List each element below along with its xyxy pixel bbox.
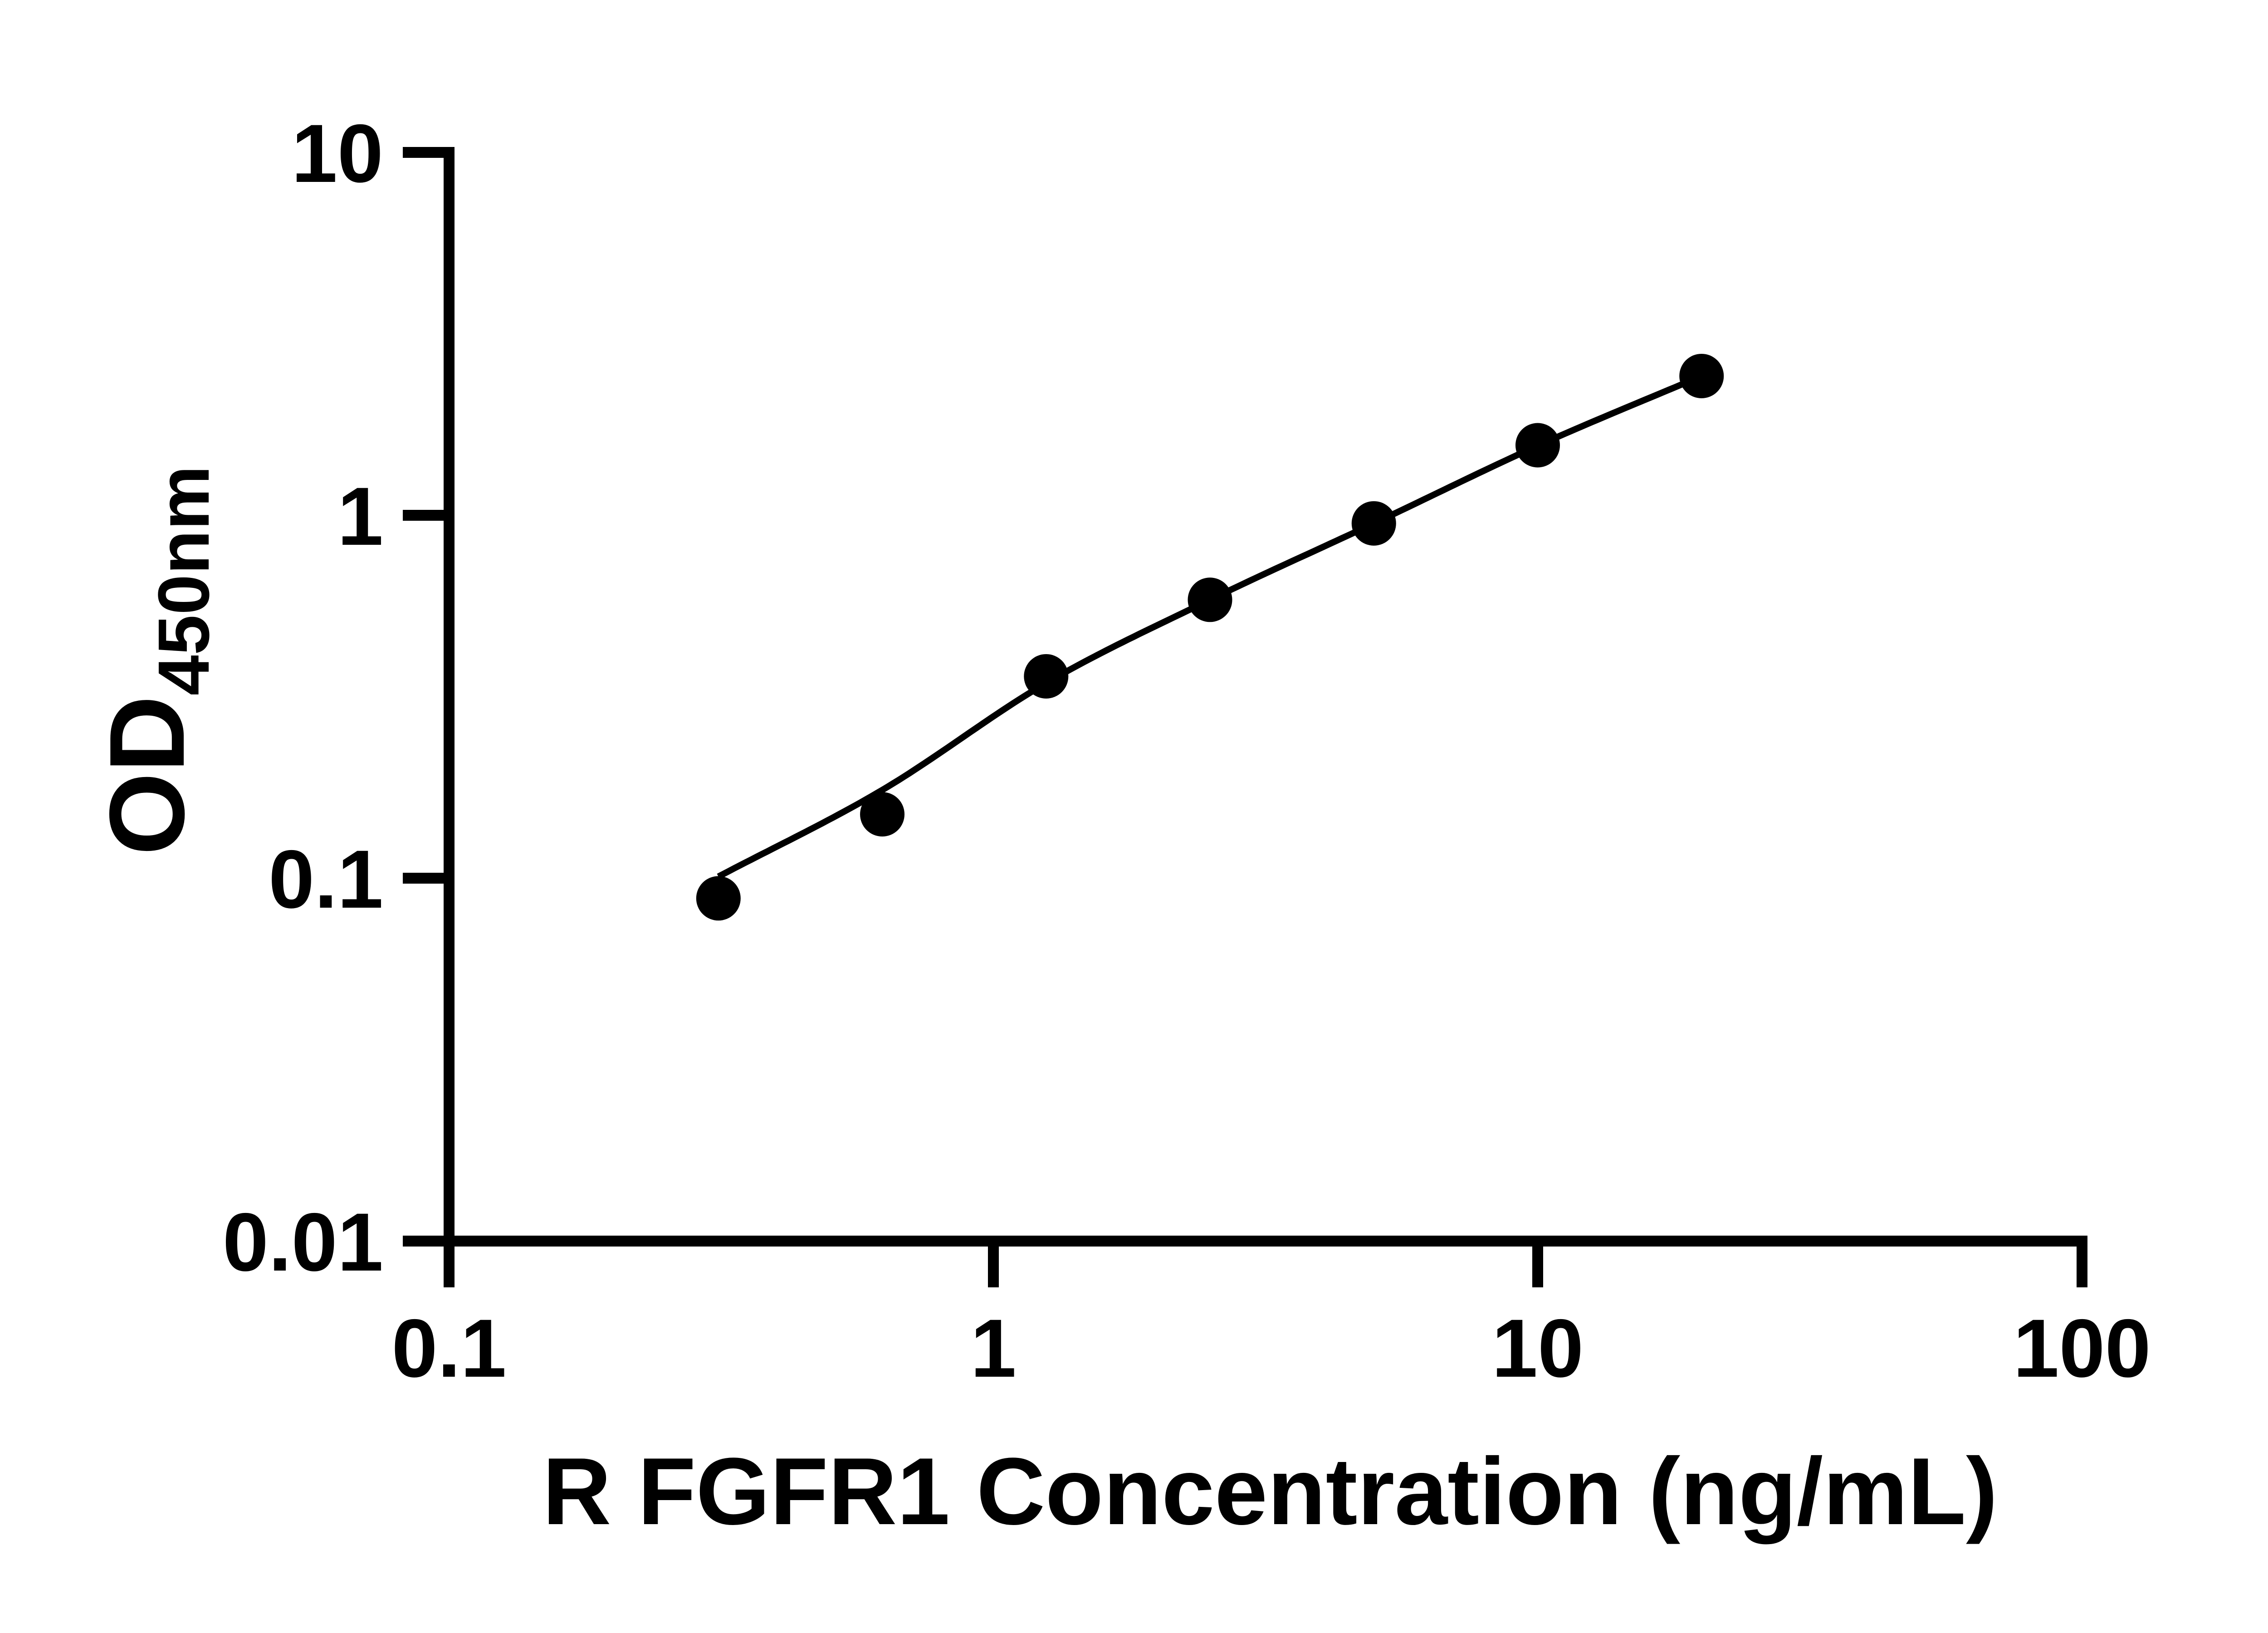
y-axis-title-subscript: 450nm xyxy=(143,465,224,695)
tick-marks xyxy=(403,147,2087,1287)
x-tick-label-0p1: 0.1 xyxy=(391,1302,506,1394)
y-tick-label-0p1: 0.1 xyxy=(269,833,383,925)
x-tick-label-1: 1 xyxy=(970,1302,1016,1394)
data-point xyxy=(1188,577,1232,622)
data-point xyxy=(1024,654,1069,699)
x-tick-label-100: 100 xyxy=(2013,1302,2151,1394)
y-axis-title-main: OD xyxy=(87,695,206,856)
data-point xyxy=(860,792,905,837)
data-point xyxy=(1351,501,1396,546)
y-axis-tick-labels: 10 1 0.1 0.01 xyxy=(223,107,383,1288)
series-points xyxy=(696,353,1724,921)
data-point xyxy=(1679,353,1724,398)
x-axis-title: R FGFR1 Concentration (ng/mL) xyxy=(543,1438,1998,1545)
axes-spine xyxy=(444,147,2087,1247)
y-tick-label-10: 10 xyxy=(292,107,383,200)
data-point xyxy=(1515,423,1560,468)
y-tick-label-0p01: 0.01 xyxy=(223,1196,383,1288)
data-point xyxy=(696,876,741,921)
y-axis-title: OD450nm xyxy=(87,465,224,855)
y-tick-label-1: 1 xyxy=(337,470,383,562)
x-axis-tick-labels: 0.1 1 10 100 xyxy=(391,1302,2151,1394)
x-tick-label-10: 10 xyxy=(1492,1302,1584,1394)
